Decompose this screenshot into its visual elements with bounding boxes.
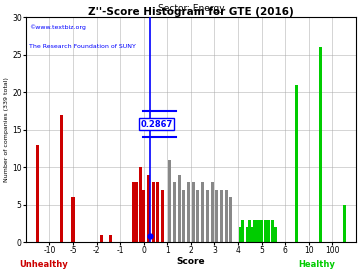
Text: Healthy: Healthy <box>298 260 335 269</box>
Bar <box>173 182 176 242</box>
Bar <box>142 190 145 242</box>
Bar <box>220 190 223 242</box>
Bar <box>182 190 185 242</box>
Text: ©www.textbiz.org: ©www.textbiz.org <box>29 24 86 30</box>
Bar <box>271 220 274 242</box>
Bar <box>197 190 199 242</box>
Bar <box>60 115 63 242</box>
Bar <box>253 220 256 242</box>
Bar <box>246 227 249 242</box>
Bar <box>342 205 346 242</box>
Bar <box>206 190 209 242</box>
Bar <box>211 182 213 242</box>
Bar <box>168 160 171 242</box>
Text: Unhealthy: Unhealthy <box>19 260 68 269</box>
Bar <box>248 220 251 242</box>
Bar <box>225 190 228 242</box>
Bar <box>152 182 155 242</box>
Bar <box>192 182 195 242</box>
Bar <box>131 182 135 242</box>
Text: The Research Foundation of SUNY: The Research Foundation of SUNY <box>29 44 136 49</box>
Bar <box>256 220 260 242</box>
Bar <box>295 85 298 242</box>
Bar <box>274 227 277 242</box>
Bar <box>201 182 204 242</box>
Bar <box>177 175 181 242</box>
Bar <box>72 197 75 242</box>
Text: 0.2867: 0.2867 <box>140 120 172 129</box>
Bar <box>100 235 103 242</box>
Bar <box>260 220 263 242</box>
Bar <box>135 182 138 242</box>
Bar <box>156 182 159 242</box>
Bar <box>241 220 244 242</box>
Bar <box>229 197 233 242</box>
Bar <box>147 175 150 242</box>
Y-axis label: Number of companies (339 total): Number of companies (339 total) <box>4 77 9 182</box>
Bar <box>319 47 322 242</box>
Bar <box>251 227 254 242</box>
Bar <box>264 220 267 242</box>
Bar <box>215 190 218 242</box>
X-axis label: Score: Score <box>176 257 205 266</box>
Title: Z''-Score Histogram for GTE (2016): Z''-Score Histogram for GTE (2016) <box>88 7 294 17</box>
Bar <box>267 220 270 242</box>
Bar <box>161 190 164 242</box>
Bar <box>239 227 242 242</box>
Bar <box>109 235 112 242</box>
Bar <box>187 182 190 242</box>
Bar <box>36 145 39 242</box>
Bar <box>139 167 142 242</box>
Text: Sector: Energy: Sector: Energy <box>158 4 224 13</box>
